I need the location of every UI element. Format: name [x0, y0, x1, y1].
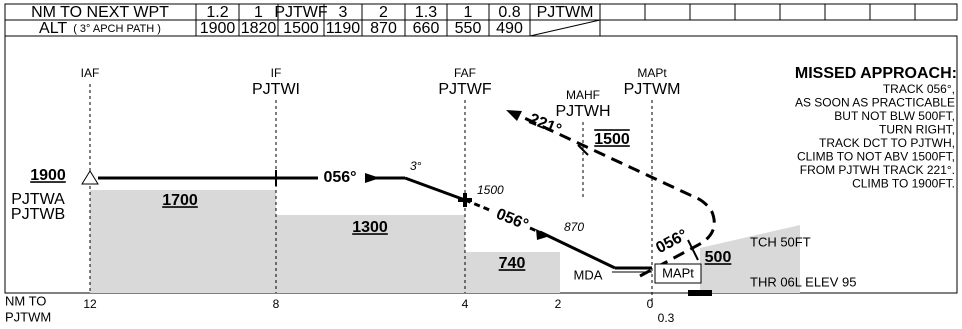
table-cell: [779, 3, 826, 21]
missed-line: AS SOON AS PRACTICABLE: [795, 96, 955, 110]
cell-value: 1.3: [415, 4, 437, 21]
table-cell: [599, 3, 646, 21]
missed-line: TRACK 056°,: [883, 82, 955, 96]
row-label-sub: ( 3° APCH PATH ): [73, 23, 161, 35]
tch: TCH 50FT: [750, 234, 811, 249]
distance-label: 0: [647, 297, 654, 311]
cell-value: 3: [339, 4, 348, 21]
missed-title: MISSED APPROACH:: [795, 65, 957, 82]
distance-label: 0.3: [658, 311, 675, 325]
table-cell: [824, 3, 871, 21]
fix-role: MAHF: [566, 88, 600, 102]
tick: [577, 144, 589, 156]
table-cell: [914, 3, 958, 21]
cell-value: PJTWF: [274, 4, 328, 21]
distance-label: 8: [273, 297, 280, 311]
fix-name: PJTWF: [438, 81, 492, 98]
distance-label: 2: [555, 297, 562, 311]
table-cell: [734, 3, 781, 21]
missed-line: FROM PJTWH TRACK 221°.: [800, 163, 955, 177]
fix-name: PJTWI: [252, 81, 300, 98]
cell-value: 870: [370, 20, 397, 37]
table-cell: [869, 3, 916, 21]
terrain: [90, 190, 276, 293]
distance-label: 12: [83, 297, 97, 311]
cell-value: 490: [496, 20, 523, 37]
fix-name: PJTWB: [11, 206, 65, 223]
runway-bar: [688, 290, 712, 296]
threshold: THR 06L ELEV 95: [750, 274, 856, 289]
fix-name: PJTWA: [11, 191, 65, 208]
missed-line: BUT NOT BLW 500FT,: [834, 109, 955, 123]
mda-label: MDA: [574, 267, 603, 282]
fix-name: PJTWM: [624, 81, 681, 98]
fix-role: IAF: [81, 66, 100, 80]
mapt-label: MAPt: [662, 265, 694, 280]
terrain: [276, 215, 465, 293]
fix-name: PJTWH: [555, 103, 610, 120]
table-cell: [644, 3, 691, 21]
missed-line: CLIMB TO 1900FT.: [852, 177, 955, 191]
scale-title: PJTWM: [5, 309, 51, 324]
segment-altitude: 740: [499, 255, 526, 272]
arrow: [506, 110, 522, 121]
row-label-main: ALT: [39, 20, 67, 37]
fix-role: MAPt: [637, 66, 667, 80]
segment-altitude: 500: [705, 249, 732, 266]
cell-value: 1820: [241, 20, 277, 37]
scale-title: NM TO: [5, 293, 46, 308]
holding-altitude: 1500: [594, 131, 630, 148]
track: 056°: [653, 226, 690, 257]
glide-angle: 3°: [410, 159, 422, 173]
crossing-altitude: 870: [564, 220, 584, 234]
altitude: 1900: [30, 167, 66, 184]
row-label: ALT ( 3° APCH PATH ): [39, 20, 161, 37]
fix-role: FAF: [454, 66, 476, 80]
path: [529, 226, 549, 238]
cell-value: 660: [413, 20, 440, 37]
cell-value: 1: [464, 4, 473, 21]
track: 056°: [494, 206, 531, 234]
path: [404, 176, 466, 202]
table-cell: [689, 3, 736, 21]
cell-value: 1900: [200, 20, 236, 37]
fix-role: IF: [271, 66, 282, 80]
missed-line: CLIMB TO NOT ABV 1500FT,: [797, 150, 955, 164]
cell-value: PJTWM: [537, 4, 594, 21]
cell-value: 1: [254, 4, 263, 21]
path: [464, 198, 493, 213]
row-label: NM TO NEXT WPT: [31, 4, 169, 21]
cell-value: 2: [379, 4, 388, 21]
arrow: [536, 229, 550, 240]
mapt-box: [654, 263, 702, 284]
table-diagonal: [529, 19, 601, 37]
terrain: [465, 252, 560, 293]
crossing-altitude: 1500: [477, 183, 504, 197]
missed-line: TURN RIGHT,: [879, 123, 955, 137]
cell-value: 550: [455, 20, 482, 37]
missed-approach-text: MISSED APPROACH:TRACK 056°,AS SOON AS PR…: [795, 65, 957, 190]
cell-value: 1500: [283, 20, 319, 37]
arrow: [365, 173, 380, 183]
cell-value: 0.8: [498, 4, 520, 21]
terrain: [700, 225, 800, 293]
waypoint-table: NM TO NEXT WPT 1.2 1 PJTWF 3 2 1.3 1 0.8 PJTWM ALT…: [4, 3, 958, 37]
path: [539, 230, 616, 270]
segment-altitude: 1300: [352, 219, 388, 236]
cell-value: 1.2: [206, 4, 228, 21]
missed-line: TRACK DCT TO PJTWH,: [819, 136, 955, 150]
track: 056°: [323, 169, 356, 186]
segment-altitude: 1700: [162, 192, 198, 209]
missed-path: [519, 114, 716, 278]
iaf-triangle: [81, 170, 99, 185]
cell-value: 1190: [326, 20, 361, 37]
distance-label: 4: [462, 297, 469, 311]
tick: [687, 239, 699, 261]
